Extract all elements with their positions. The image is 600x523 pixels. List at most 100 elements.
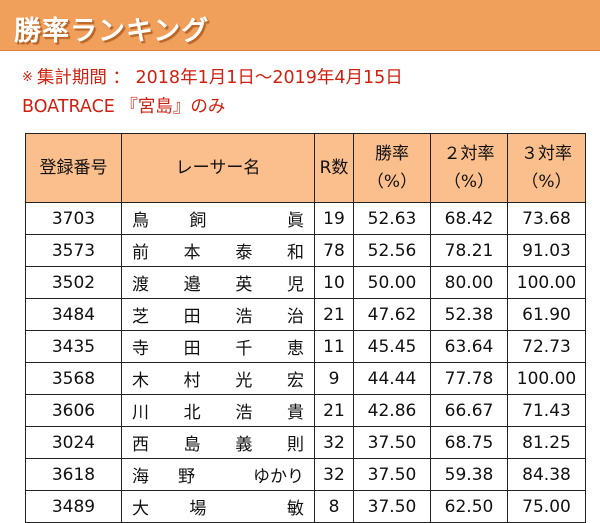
win-rate-cell: 37.50 — [353, 458, 431, 491]
page-title: 勝率ランキング — [14, 16, 210, 47]
win-rate-cell: 47.62 — [353, 298, 431, 331]
column-header-win-rate: 勝率 （%） — [353, 133, 431, 203]
racer-name-part: 木 — [132, 371, 149, 391]
racer-name-part: 則 — [286, 435, 304, 455]
racer-name-part: 浩 — [235, 403, 253, 423]
top2-rate-cell: 68.42 — [430, 202, 508, 235]
table-row: 3703 鳥 飼 眞 19 52.63 68.42 73.68 — [25, 202, 586, 235]
racer-name-part: 村 — [183, 371, 201, 391]
table-row: 3484 芝 田 浩 治 21 47.62 52.38 61.90 — [25, 298, 586, 331]
racer-id-cell: 3489 — [25, 490, 122, 523]
racer-name-part: 児 — [286, 275, 304, 295]
race-count-cell: 19 — [314, 202, 354, 235]
racer-name-part: 寺 — [132, 339, 149, 359]
racer-name-part: 敏 — [286, 499, 304, 519]
column-header-name: レーサー名 — [121, 133, 315, 203]
racer-name-part: 田 — [183, 307, 201, 327]
table-row: 3435 寺 田 千 恵 11 45.45 63.64 72.73 — [25, 330, 586, 363]
top2-rate-cell: 77.78 — [430, 362, 508, 395]
column-header-top3-rate: ３対率 （%） — [507, 133, 586, 203]
top2-rate-cell: 68.75 — [430, 426, 508, 459]
top2-rate-cell: 80.00 — [430, 266, 508, 299]
racer-name-part: 和 — [286, 243, 304, 263]
aggregation-period-note: ※ 集計期間 ： 2018年1月1日～2019年4月15日 — [22, 64, 403, 89]
race-count-cell: 10 — [314, 266, 354, 299]
racer-name-part: 島 — [183, 435, 201, 455]
top3-rate-cell: 73.68 — [507, 202, 586, 235]
racer-name-cell: 海 野 ゆかり — [121, 458, 315, 491]
racer-id-cell: 3618 — [25, 458, 122, 491]
top3-rate-cell: 100.00 — [507, 266, 586, 299]
win-rate-cell: 52.63 — [353, 202, 431, 235]
racer-id-cell: 3024 — [25, 426, 122, 459]
race-count-cell: 21 — [314, 394, 354, 427]
column-header-id: 登録番号 — [25, 133, 122, 203]
top3-rate-cell: 75.00 — [507, 490, 586, 523]
top2-rate-cell: 78.21 — [430, 234, 508, 267]
racer-name-part: 邉 — [183, 275, 201, 295]
win-rate-cell: 50.00 — [353, 266, 431, 299]
win-rate-cell: 42.86 — [353, 394, 431, 427]
win-rate-cell: 52.56 — [353, 234, 431, 267]
top2-rate-cell: 63.64 — [430, 330, 508, 363]
race-count-cell: 32 — [314, 426, 354, 459]
racer-name-part: 宏 — [286, 371, 304, 391]
racer-name-part: 田 — [183, 339, 201, 359]
top3-rate-cell: 72.73 — [507, 330, 586, 363]
top3-rate-cell: 91.03 — [507, 234, 586, 267]
race-count-cell: 32 — [314, 458, 354, 491]
racer-name-part: 泰 — [235, 243, 253, 263]
top2-rate-cell: 62.50 — [430, 490, 508, 523]
table-row: 3606 川 北 浩 貴 21 42.86 66.67 71.43 — [25, 394, 586, 427]
race-count-cell: 78 — [314, 234, 354, 267]
racer-name-part: 西 — [132, 435, 149, 455]
table-row: 3573 前 本 泰 和 78 52.56 78.21 91.03 — [25, 234, 586, 267]
race-count-cell: 8 — [314, 490, 354, 523]
race-count-cell: 21 — [314, 298, 354, 331]
win-rate-cell: 45.45 — [353, 330, 431, 363]
top3-rate-cell: 84.38 — [507, 458, 586, 491]
racer-id-cell: 3435 — [25, 330, 122, 363]
racer-id-cell: 3573 — [25, 234, 122, 267]
table-row: 3568 木 村 光 宏 9 44.44 77.78 100.00 — [25, 362, 586, 395]
win-rate-cell: 44.44 — [353, 362, 431, 395]
racer-name-cell: 木村光宏 — [121, 362, 315, 395]
racer-name-cell: 芝田浩治 — [121, 298, 315, 331]
table-row: 3024 西 島 義 則 32 37.50 68.75 81.25 — [25, 426, 586, 459]
racer-name-part: 芝 — [132, 307, 149, 327]
racer-name-part: 本 — [183, 243, 201, 263]
racer-name-part: 大 — [132, 499, 149, 519]
racer-name-part: 渡 — [132, 275, 149, 295]
top3-rate-cell: 61.90 — [507, 298, 586, 331]
racer-name-cell: 渡邉英児 — [121, 266, 315, 299]
racer-id-cell: 3568 — [25, 362, 122, 395]
racer-name-part: 場 — [189, 499, 207, 519]
racer-id-cell: 3703 — [25, 202, 122, 235]
racer-name-cell: 前本泰和 — [121, 234, 315, 267]
race-count-cell: 11 — [314, 330, 354, 363]
racer-name-part: ゆかり — [253, 467, 304, 487]
table-row: 3618 海 野 ゆかり 32 37.50 59.38 84.38 — [25, 458, 586, 491]
racer-name-cell: 鳥飼眞 — [121, 202, 315, 235]
racer-name-part: 治 — [286, 307, 304, 327]
racer-name-part: 恵 — [286, 339, 304, 359]
column-header-top2-rate: ２対率 （%） — [430, 133, 508, 203]
racer-name-part: 眞 — [286, 211, 304, 231]
table-row: 3502 渡 邉 英 児 10 50.00 80.00 100.00 — [25, 266, 586, 299]
racer-name-part: 義 — [235, 435, 253, 455]
racer-id-cell: 3606 — [25, 394, 122, 427]
racer-name-part: 前 — [132, 243, 149, 263]
top3-rate-cell: 100.00 — [507, 362, 586, 395]
racer-name-part: 光 — [235, 371, 253, 391]
racer-id-cell: 3484 — [25, 298, 122, 331]
racer-id-cell: 3502 — [25, 266, 122, 299]
aggregation-period-text: 集計期間 ： 2018年1月1日～2019年4月15日 — [36, 68, 403, 88]
title-bar: 勝率ランキング — [0, 0, 600, 51]
win-rate-ranking-table: 登録番号 レーサー名 R数 勝率 （%） ２対率 （%） ３対率 （%） 370… — [25, 133, 586, 523]
racer-name-part: 飼 — [189, 211, 207, 231]
racer-name-part: 海 — [132, 467, 149, 487]
racer-name-part: 浩 — [235, 307, 253, 327]
top2-rate-cell: 52.38 — [430, 298, 508, 331]
top3-rate-cell: 71.43 — [507, 394, 586, 427]
win-rate-cell: 37.50 — [353, 426, 431, 459]
